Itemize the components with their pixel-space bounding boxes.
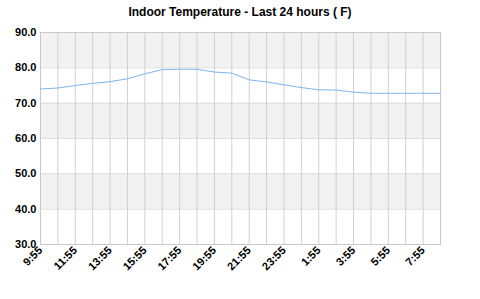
svg-text:1:55: 1:55 <box>299 244 323 268</box>
svg-text:60.0: 60.0 <box>15 132 36 144</box>
svg-text:15:55: 15:55 <box>120 244 148 272</box>
svg-text:9:55: 9:55 <box>20 244 44 268</box>
svg-text:40.0: 40.0 <box>15 203 36 215</box>
svg-text:23:55: 23:55 <box>259 244 287 272</box>
svg-text:13:55: 13:55 <box>86 244 114 272</box>
svg-text:5:55: 5:55 <box>368 244 392 268</box>
svg-text:50.0: 50.0 <box>15 167 36 179</box>
svg-text:3:55: 3:55 <box>333 244 357 268</box>
svg-text:80.0: 80.0 <box>15 61 36 73</box>
svg-text:70.0: 70.0 <box>15 97 36 109</box>
svg-text:21:55: 21:55 <box>225 244 253 272</box>
svg-text:19:55: 19:55 <box>190 244 218 272</box>
svg-text:7:55: 7:55 <box>403 244 427 268</box>
svg-text:30.0: 30.0 <box>15 238 37 250</box>
svg-text:11:55: 11:55 <box>51 244 79 272</box>
svg-text:90.0: 90.0 <box>15 26 36 38</box>
html-text:Indoor Temperature - Last 24 h: Indoor Temperature - Last 24 hours ( F) <box>128 5 352 19</box>
svg-text:17:55: 17:55 <box>155 244 183 272</box>
